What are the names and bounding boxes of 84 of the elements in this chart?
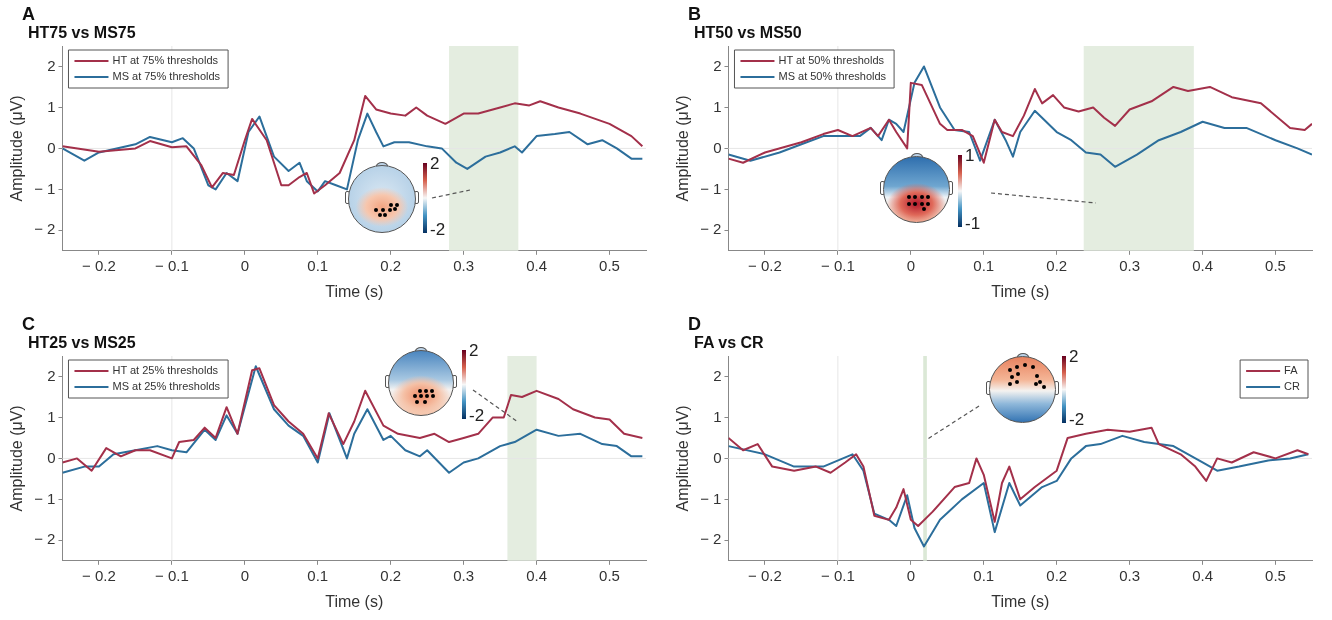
x-axis-title: Time (s) bbox=[325, 592, 384, 610]
text: B bbox=[688, 4, 701, 25]
x-tick-label: 0.2 bbox=[1046, 566, 1068, 584]
x-tick-label: 0 bbox=[906, 256, 915, 274]
x-tick-label: 0.1 bbox=[973, 256, 995, 274]
x-tick-label: 0.4 bbox=[1192, 566, 1214, 584]
x-axis-title: Time (s) bbox=[991, 592, 1050, 610]
x-tick-label: − 0.2 bbox=[82, 256, 116, 274]
y-tick-label: 0 bbox=[713, 138, 722, 156]
y-tick-label: 0 bbox=[47, 138, 56, 156]
y-tick-label: − 2 bbox=[700, 530, 722, 548]
x-tick-label: 0.3 bbox=[1119, 256, 1141, 274]
text: A bbox=[22, 4, 35, 25]
x-tick-label: 0.1 bbox=[307, 566, 329, 584]
y-tick-label: 2 bbox=[47, 366, 56, 384]
x-tick-label: 0.3 bbox=[453, 566, 475, 584]
annotation: -2 bbox=[469, 406, 485, 426]
annotation: -2 bbox=[430, 220, 446, 240]
x-tick-label: − 0.1 bbox=[154, 566, 189, 584]
legend-label: HT at 25% thresholds bbox=[112, 364, 219, 377]
annotation: 1 bbox=[965, 146, 975, 166]
x-tick-label: − 0.1 bbox=[820, 566, 855, 584]
annotation: 2 bbox=[430, 154, 440, 174]
x-tick-label: 0.3 bbox=[453, 256, 475, 274]
y-tick-label: 0 bbox=[713, 448, 722, 466]
y-tick-label: 0 bbox=[47, 448, 56, 466]
chart-title: HT25 vs MS25 bbox=[28, 334, 136, 352]
legend-label: HT at 50% thresholds bbox=[778, 54, 885, 67]
legend-label: CR bbox=[1284, 380, 1301, 393]
x-tick-label: 0.5 bbox=[599, 566, 620, 584]
x-tick-label: − 0.1 bbox=[154, 256, 189, 274]
x-tick-label: 0.2 bbox=[380, 256, 402, 274]
annotation: -1 bbox=[965, 214, 981, 234]
x-tick-label: 0.2 bbox=[1046, 256, 1068, 274]
y-tick-label: − 2 bbox=[34, 530, 56, 548]
y-tick-label: 2 bbox=[713, 366, 722, 384]
x-axis-title: Time (s) bbox=[991, 282, 1050, 300]
annotation: 2 bbox=[469, 341, 479, 361]
x-axis-title: Time (s) bbox=[325, 282, 384, 300]
y-tick-label: − 1 bbox=[34, 489, 56, 507]
y-axis-title: Amplitude (μV) bbox=[8, 95, 26, 202]
y-tick-label: 1 bbox=[47, 407, 56, 425]
x-tick-label: 0.4 bbox=[1192, 256, 1214, 274]
text: D bbox=[688, 314, 701, 335]
chart-title: HT75 vs MS75 bbox=[28, 24, 136, 42]
x-tick-label: − 0.1 bbox=[820, 256, 855, 274]
legend-label: MS at 25% thresholds bbox=[112, 380, 221, 393]
y-axis-title: Amplitude (μV) bbox=[8, 405, 26, 512]
annotation: -2 bbox=[1069, 410, 1085, 430]
y-tick-label: − 1 bbox=[700, 179, 722, 197]
x-tick-label: 0.5 bbox=[1265, 256, 1286, 274]
x-tick-label: 0.4 bbox=[526, 566, 548, 584]
y-tick-label: − 1 bbox=[700, 489, 722, 507]
y-axis-title: Amplitude (μV) bbox=[674, 95, 692, 202]
y-tick-label: 1 bbox=[47, 97, 56, 115]
x-tick-label: 0.2 bbox=[380, 566, 402, 584]
y-tick-label: 2 bbox=[47, 56, 56, 74]
y-tick-label: − 2 bbox=[700, 220, 722, 238]
legend-label: MS at 50% thresholds bbox=[778, 70, 887, 83]
y-tick-label: 2 bbox=[713, 56, 722, 74]
x-tick-label: − 0.2 bbox=[748, 256, 782, 274]
x-tick-label: 0 bbox=[240, 566, 249, 584]
x-tick-label: 0.5 bbox=[1265, 566, 1286, 584]
x-tick-label: 0 bbox=[240, 256, 249, 274]
chart-title: FA vs CR bbox=[694, 334, 764, 352]
x-tick-label: − 0.2 bbox=[82, 566, 116, 584]
y-tick-label: 1 bbox=[713, 407, 722, 425]
chart-title: HT50 vs MS50 bbox=[694, 24, 802, 42]
y-axis-title: Amplitude (μV) bbox=[674, 405, 692, 512]
text: C bbox=[22, 314, 35, 335]
legend-label: FA bbox=[1284, 364, 1299, 377]
annotation: 2 bbox=[1069, 347, 1079, 367]
x-tick-label: 0.1 bbox=[973, 566, 995, 584]
x-tick-label: − 0.2 bbox=[748, 566, 782, 584]
x-tick-label: 0.5 bbox=[599, 256, 620, 274]
y-tick-label: 1 bbox=[713, 97, 722, 115]
x-tick-label: 0.1 bbox=[307, 256, 329, 274]
legend-label: MS at 75% thresholds bbox=[112, 70, 221, 83]
y-tick-label: − 2 bbox=[34, 220, 56, 238]
y-tick-label: − 1 bbox=[34, 179, 56, 197]
x-tick-label: 0.3 bbox=[1119, 566, 1141, 584]
x-tick-label: 0 bbox=[906, 566, 915, 584]
legend-label: HT at 75% thresholds bbox=[112, 54, 219, 67]
x-tick-label: 0.4 bbox=[526, 256, 548, 274]
